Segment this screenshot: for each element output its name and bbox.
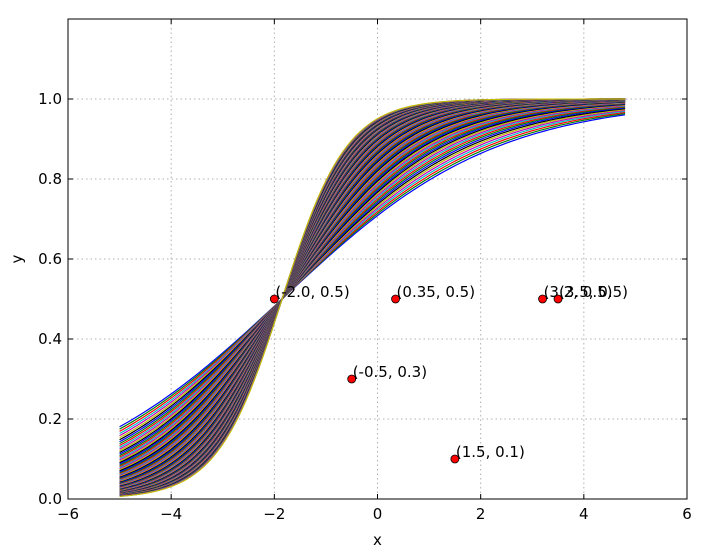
y-tick-label: 0.0 [38,490,62,508]
data-point [391,294,400,304]
sigmoid-curve [119,106,626,445]
y-tick-label: 0.2 [38,410,62,428]
sigmoid-curve [119,109,626,437]
x-tick-label: −4 [160,505,182,523]
sigmoid-curve [119,103,626,453]
data-point [450,454,460,464]
y-axis-label: y [8,254,26,263]
y-tick-label: 0.8 [38,170,62,188]
point-annotation: (-0.5, 0.3) [353,363,427,381]
y-tick-label: 0.4 [38,330,62,348]
annotations: (-2.0, 0.5) (0.35, 0.5) (-0.5, 0.3) (3.2, 0… [275,283,628,461]
y-tick-label: 1.0 [38,90,62,108]
x-tick-label: −2 [263,505,285,523]
points [269,294,563,464]
data-point [347,374,357,384]
point-annotation: (-2.0, 0.5) [275,283,349,301]
sigmoid-curve [119,112,626,430]
sigmoid-curve [119,108,626,441]
x-tick-label: 2 [476,505,486,523]
data-point [553,294,563,304]
data-point [269,294,279,304]
sigmoid-curve [119,98,626,498]
x-tick-label: 6 [682,505,692,523]
y-tick-label: 0.6 [38,250,62,268]
sigmoid-curve [119,102,626,460]
curves [119,98,626,498]
sigmoid-curve [119,110,626,435]
sigmoid-curve [119,102,626,461]
tick-labels: −6 −4 −2 0 2 4 6 0.0 0.2 0.4 0.6 0.8 1.0 [38,90,692,523]
sigmoid-curve [119,102,626,458]
x-tick-label: 0 [373,505,383,523]
x-tick-label: 4 [579,505,589,523]
x-axis-label: x [373,531,382,549]
sigmoid-curve [119,105,626,448]
grid [68,19,687,499]
point-annotation: (3.2, 0.5) [544,283,613,301]
x-tick-label: −6 [57,505,79,523]
point-annotation: (3.5, 0.5) [559,283,628,301]
sigmoid-curve [119,114,626,428]
point-annotation: (1.5, 0.1) [456,443,525,461]
sigmoid-curve [119,103,626,457]
axis-ticks [67,19,688,500]
sigmoid-curve [119,105,626,447]
sigmoid-curve [119,107,626,443]
sigmoid-curve [119,103,626,455]
sigmoid-curve [119,111,626,432]
point-annotation: (0.35, 0.5) [397,283,476,301]
sigmoid-curve [119,104,626,452]
sigmoid-curve [119,108,626,439]
sigmoid-curve [119,104,626,450]
data-point [538,294,547,304]
sigmoid-curve [119,101,626,462]
